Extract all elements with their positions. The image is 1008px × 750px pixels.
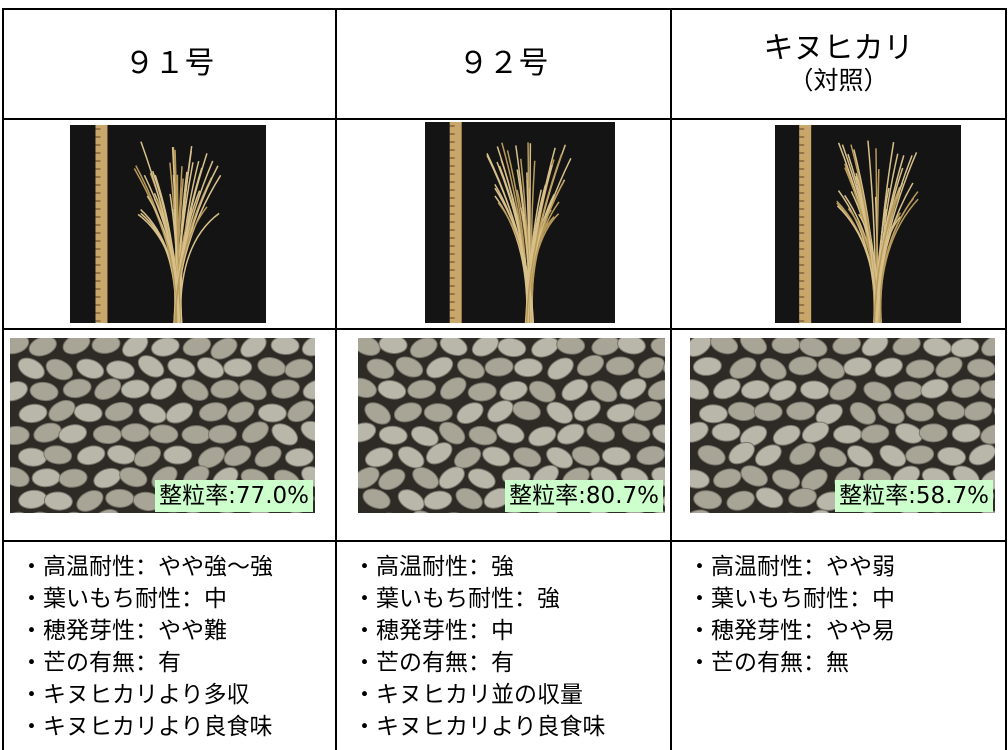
trait-line: ・芒の有無：有 <box>353 650 514 676</box>
trait-line: ・穂発芽性：やや易 <box>688 618 895 644</box>
trait-line: ・葉いもち耐性：中 <box>20 586 227 612</box>
plant-image <box>70 125 266 323</box>
trait-line: ・キヌヒカリより良食味 <box>353 714 606 740</box>
plant-photo <box>775 125 961 323</box>
grain-rate-label: 整粒率:77.0% <box>155 480 313 512</box>
column-border <box>1005 8 1007 750</box>
trait-line: ・キヌヒカリより多収 <box>20 682 250 708</box>
trait-line: ・高温耐性：強 <box>353 554 514 580</box>
trait-line: ・葉いもち耐性：強 <box>353 586 560 612</box>
trait-line: ・芒の有無：無 <box>688 650 849 676</box>
trait-line: ・高温耐性：やや弱 <box>688 554 895 580</box>
column-border <box>335 8 337 750</box>
trait-line: ・キヌヒカリ並の収量 <box>353 682 583 708</box>
header-cell: キヌヒカリ （対照） <box>672 10 1005 118</box>
grain-rate-label: 整粒率:58.7% <box>835 480 993 512</box>
row-border <box>2 118 1007 120</box>
trait-line: ・芒の有無：有 <box>20 650 181 676</box>
grain-rate-label: 整粒率:80.7% <box>505 480 663 512</box>
variety-name: ９１号 <box>124 46 215 81</box>
trait-line: ・穂発芽性：中 <box>353 618 514 644</box>
variety-name: ９２号 <box>458 46 549 81</box>
trait-line: ・キヌヒカリより良食味 <box>20 714 273 740</box>
header-cell: ９１号 <box>4 10 335 118</box>
trait-line: ・高温耐性：やや強～強 <box>20 554 273 580</box>
row-border <box>2 328 1007 330</box>
row-border <box>2 540 1007 542</box>
plant-photo <box>70 125 266 323</box>
header-cell: ９２号 <box>337 10 670 118</box>
plant-image <box>775 125 961 323</box>
plant-photo <box>425 122 615 323</box>
variety-note: （対照） <box>788 66 889 95</box>
variety-name: キヌヒカリ <box>763 31 914 66</box>
trait-line: ・葉いもち耐性：中 <box>688 586 895 612</box>
column-border <box>2 8 4 750</box>
row-border <box>2 8 1007 10</box>
plant-image <box>425 122 615 323</box>
column-border <box>670 8 672 750</box>
trait-line: ・穂発芽性：やや難 <box>20 618 227 644</box>
